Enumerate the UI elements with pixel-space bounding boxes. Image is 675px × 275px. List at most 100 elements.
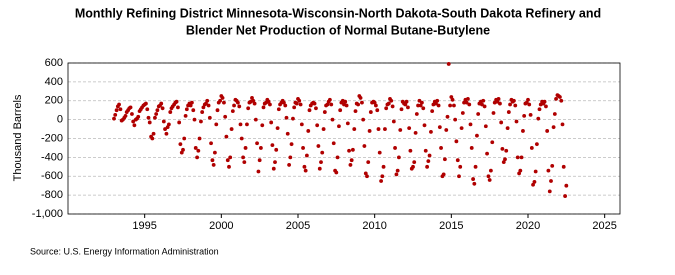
point — [327, 97, 332, 102]
point — [437, 125, 442, 130]
point — [349, 158, 354, 163]
point — [398, 128, 403, 132]
point — [222, 100, 226, 105]
point — [316, 144, 321, 148]
point — [561, 164, 566, 169]
point — [211, 163, 216, 167]
y-axis-label: Thousand Barrels — [12, 94, 24, 181]
point — [403, 102, 408, 107]
point — [299, 122, 304, 127]
point — [257, 158, 262, 163]
point — [550, 163, 555, 168]
point — [253, 117, 258, 122]
point — [118, 107, 123, 112]
point — [499, 120, 504, 125]
point — [348, 163, 353, 167]
point — [314, 106, 318, 111]
point — [498, 101, 502, 106]
point — [189, 100, 194, 105]
point — [252, 101, 257, 106]
point — [454, 139, 459, 144]
point — [452, 103, 456, 108]
point — [128, 105, 133, 110]
point — [232, 103, 236, 108]
point — [174, 99, 179, 104]
point — [136, 114, 141, 119]
point — [554, 96, 558, 101]
point — [522, 113, 527, 118]
point — [307, 108, 312, 113]
point — [449, 95, 454, 99]
point — [312, 101, 317, 106]
point — [218, 98, 223, 103]
point — [207, 115, 212, 120]
point — [435, 98, 440, 103]
point — [168, 110, 173, 114]
point — [485, 151, 489, 156]
x-tick-label: 2025 — [592, 220, 616, 232]
point — [379, 179, 384, 183]
point — [390, 104, 395, 109]
point — [274, 147, 279, 152]
point — [419, 100, 424, 105]
point — [356, 102, 361, 107]
point — [483, 124, 488, 129]
point — [166, 122, 171, 127]
point — [442, 157, 447, 162]
point — [345, 121, 350, 126]
point — [271, 166, 276, 171]
point — [427, 153, 432, 158]
point — [537, 107, 542, 112]
point — [205, 98, 210, 103]
point — [519, 155, 524, 160]
point — [204, 101, 208, 106]
point — [176, 105, 180, 110]
point — [132, 123, 137, 128]
x-tick-label: 2015 — [439, 220, 463, 232]
point — [376, 127, 381, 131]
point — [531, 182, 535, 187]
point — [505, 126, 510, 131]
point — [429, 129, 433, 134]
point — [467, 102, 472, 107]
point — [468, 122, 473, 127]
point — [487, 178, 492, 182]
point — [490, 140, 495, 145]
point — [131, 119, 136, 124]
point — [200, 110, 205, 114]
point — [496, 96, 501, 101]
point — [375, 108, 380, 113]
point — [495, 99, 500, 104]
x-tick-label: 2020 — [516, 220, 540, 232]
point — [455, 158, 460, 163]
point — [256, 169, 261, 174]
point — [276, 107, 281, 112]
point — [559, 98, 564, 103]
point — [260, 123, 265, 128]
point — [557, 95, 562, 99]
point — [482, 104, 487, 109]
point — [250, 96, 254, 100]
point — [542, 99, 547, 104]
point — [412, 160, 417, 164]
y-tick-label: -800 — [41, 189, 63, 201]
point — [199, 119, 203, 124]
point — [145, 107, 150, 112]
point — [246, 106, 251, 111]
point — [114, 108, 119, 113]
point — [321, 127, 326, 131]
point — [381, 164, 386, 169]
point — [453, 117, 458, 122]
point — [112, 116, 116, 121]
point — [473, 164, 478, 169]
point — [508, 102, 512, 107]
point — [358, 96, 363, 100]
point — [304, 153, 309, 158]
point — [365, 174, 369, 179]
chart-title: Blender Net Production of Normal Butane-… — [186, 23, 490, 37]
point — [195, 155, 200, 160]
y-tick-label: -600 — [41, 170, 63, 182]
point — [425, 164, 430, 169]
point — [475, 133, 479, 138]
point — [503, 157, 507, 162]
